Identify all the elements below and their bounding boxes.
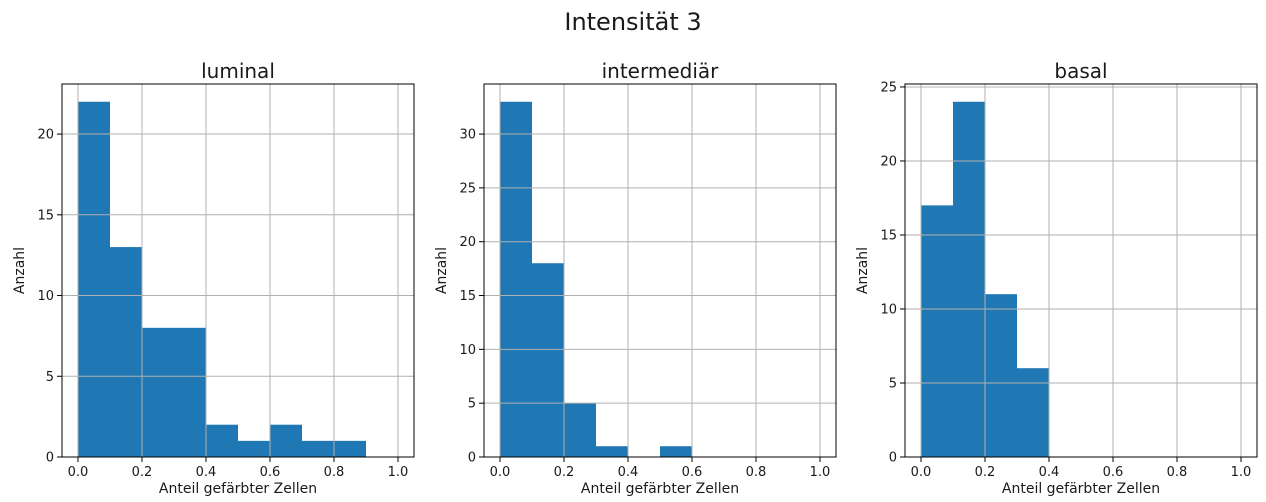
y-axis-label: Anzahl (434, 247, 450, 294)
subplot-1: 0.0 0.2 0.4 0.6 0.8 1.0 0 5 10 15 20 25 30 intermediä… (434, 59, 837, 497)
x-tick-label: 0.2 (132, 465, 153, 480)
histogram-bar (238, 440, 270, 457)
y-tick-label: 15 (459, 289, 476, 304)
y-tick-label: 20 (880, 154, 897, 169)
histogram-bar (78, 101, 110, 457)
y-tick-label: 5 (468, 397, 476, 412)
x-tick-label: 0.8 (746, 465, 767, 480)
y-axis-label: Anzahl (12, 247, 28, 294)
histogram-bar (596, 446, 628, 457)
histogram-bar (206, 424, 238, 457)
x-tick-label: 0.8 (324, 465, 345, 480)
histogram-bar (921, 205, 953, 457)
histogram-bar (174, 327, 206, 457)
histogram-bar (953, 101, 985, 457)
y-tick-label: 20 (459, 235, 476, 250)
figure-title: Intensität 3 (564, 8, 701, 36)
y-tick-label: 5 (889, 376, 897, 391)
histogram-bar (500, 101, 532, 457)
y-tick-label: 15 (880, 228, 897, 243)
y-tick-label: 15 (37, 208, 54, 223)
x-tick-label: 0.2 (975, 465, 996, 480)
histogram-bar (660, 446, 692, 457)
y-tick-label: 0 (468, 451, 476, 466)
x-axis-label: Anteil gefärbter Zellen (1002, 481, 1160, 497)
histogram-bar (1017, 368, 1049, 457)
histogram-bar (270, 424, 302, 457)
x-axis-label: Anteil gefärbter Zellen (581, 481, 739, 497)
histogram-bar (110, 247, 142, 457)
y-tick-label: 10 (37, 289, 54, 304)
x-tick-label: 0.2 (554, 465, 575, 480)
x-tick-label: 0.4 (1039, 465, 1060, 480)
axes-frame (904, 83, 1258, 458)
histogram-bar (532, 263, 564, 457)
histogram-bar (985, 294, 1017, 457)
x-tick-label: 0.6 (1103, 465, 1124, 480)
subplots: 0.0 0.2 0.4 0.6 0.8 1.0 0 5 10 15 20 luminal Anteil … (12, 59, 1258, 497)
x-tick-label: 1.0 (810, 465, 831, 480)
x-tick-label: 0.6 (682, 465, 703, 480)
y-tick-label: 25 (459, 181, 476, 196)
y-tick-label: 25 (880, 80, 897, 95)
x-tick-label: 0.4 (196, 465, 217, 480)
histogram-bar (142, 327, 174, 457)
x-tick-label: 0.4 (618, 465, 639, 480)
histogram-bar (564, 403, 596, 457)
subplot-title: intermediär (602, 59, 720, 83)
x-tick-label: 0.6 (260, 465, 281, 480)
histogram-bar (334, 440, 366, 457)
x-tick-label: 0.8 (1167, 465, 1188, 480)
y-tick-label: 20 (37, 128, 54, 143)
subplot-0: 0.0 0.2 0.4 0.6 0.8 1.0 0 5 10 15 20 luminal Anteil … (12, 59, 415, 497)
y-tick-label: 5 (46, 370, 54, 385)
x-tick-label: 1.0 (388, 465, 409, 480)
x-tick-label: 1.0 (1231, 465, 1252, 480)
x-axis-label: Anteil gefärbter Zellen (159, 481, 317, 497)
subplot-2: 0.0 0.2 0.4 0.6 0.8 1.0 0 5 10 15 20 25 basal Anteil … (855, 59, 1258, 497)
axes-frame (483, 83, 837, 458)
x-tick-label: 0.0 (68, 465, 89, 480)
subplot-title: luminal (201, 59, 275, 83)
axes-frame (61, 83, 415, 458)
x-tick-label: 0.0 (911, 465, 932, 480)
y-axis-label: Anzahl (855, 247, 871, 294)
subplot-title: basal (1054, 59, 1107, 83)
y-tick-label: 0 (46, 451, 54, 466)
y-tick-label: 10 (880, 302, 897, 317)
y-tick-label: 0 (889, 451, 897, 466)
x-tick-label: 0.0 (490, 465, 511, 480)
y-tick-label: 10 (459, 343, 476, 358)
y-tick-label: 30 (459, 128, 476, 143)
histogram-bar (302, 440, 334, 457)
